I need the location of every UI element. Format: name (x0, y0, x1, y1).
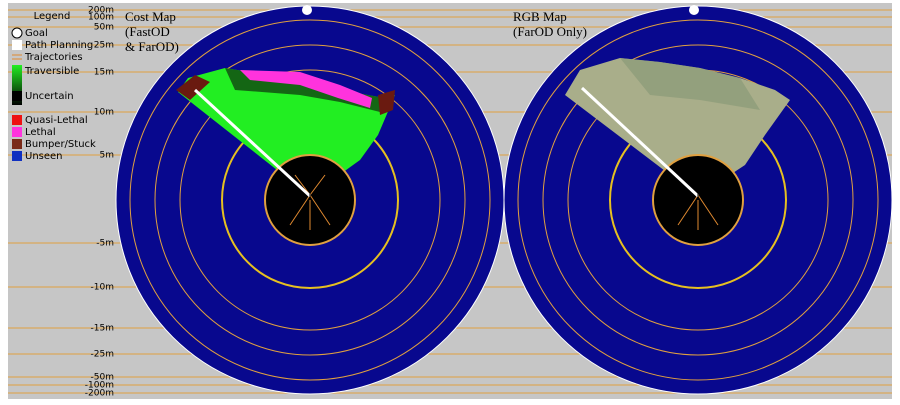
panel-title: (FastOD (125, 24, 170, 39)
legend-label: Bumper/Stuck (25, 139, 96, 150)
panel-titles: Cost Map(FastOD& FarOD) RGB Map(FarOD Onl… (125, 9, 587, 54)
legend-swatch (12, 40, 22, 50)
legend-title: Legend (34, 11, 71, 22)
panel-title: (FarOD Only) (513, 24, 587, 39)
range-label: 15m (94, 68, 114, 78)
legend-label: Path Planning (25, 40, 93, 51)
bumper-region (176, 75, 210, 100)
range-label: 50m (94, 23, 114, 33)
range-label: 100m (88, 13, 114, 23)
cost-map (115, 5, 505, 395)
legend-label: Traversible (24, 66, 79, 77)
legend-swatch (12, 115, 22, 125)
range-label: -10m (91, 283, 114, 293)
legend-swatch (12, 91, 22, 101)
legend-label: Quasi-Lethal (25, 115, 88, 126)
range-label: -50m (91, 373, 114, 383)
range-rings (517, 19, 879, 381)
range-label: 200m (88, 6, 114, 16)
trajectories (677, 194, 719, 230)
range-label: 25m (94, 41, 114, 51)
range-label: -100m (85, 381, 114, 391)
legend-swatch (12, 139, 22, 149)
range-label: -25m (91, 350, 114, 360)
legend-swatch (11, 27, 23, 39)
legend-swatch (12, 65, 22, 105)
panel-title: & FarOD) (125, 39, 179, 54)
lethal-region (240, 70, 372, 108)
panel-title: RGB Map (513, 9, 567, 24)
legend-label: Uncertain (25, 91, 74, 102)
rgb-map (503, 5, 893, 395)
range-label: -200m (85, 389, 114, 399)
range-label: -15m (91, 324, 114, 334)
range-label: -5m (96, 239, 114, 249)
legend-swatch (12, 151, 22, 161)
range-label: 5m (100, 151, 115, 161)
panel-title: Cost Map (125, 9, 176, 24)
rgb-region (620, 58, 760, 110)
goal-marker (689, 5, 699, 15)
legend-label: Lethal (25, 127, 56, 138)
legend-label: Unseen (25, 151, 63, 162)
bumper-region (378, 90, 395, 115)
legend-label: Goal (25, 28, 48, 39)
legend-swatch (12, 127, 22, 137)
range-label: 10m (94, 108, 114, 118)
goal-marker (302, 5, 312, 15)
path-planning (580, 86, 700, 198)
legend-label: Trajectories (24, 52, 83, 63)
path-planning (193, 88, 312, 198)
